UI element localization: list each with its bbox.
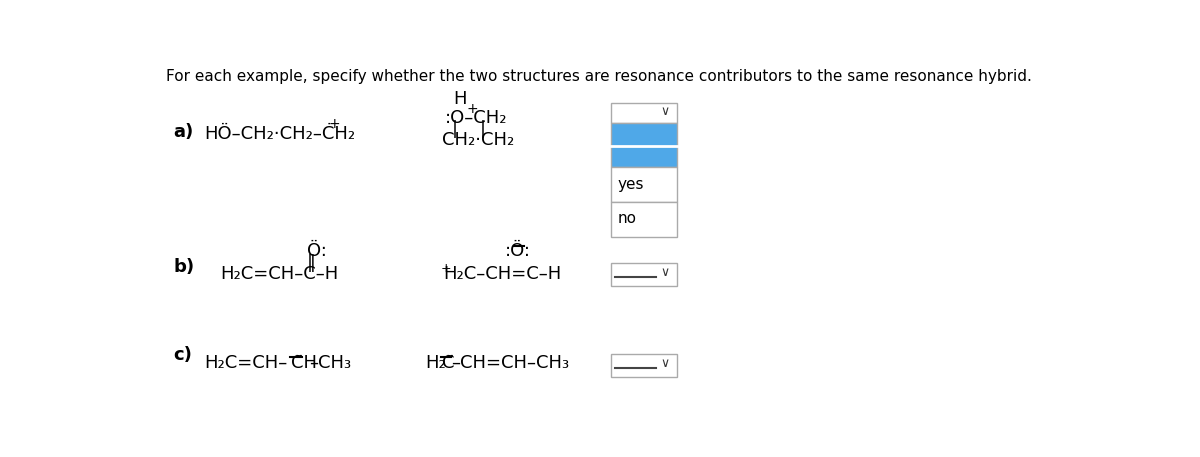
Text: –CH₃: –CH₃ (308, 354, 352, 372)
Text: H₂C=CH–: H₂C=CH– (204, 354, 288, 372)
Text: +: + (440, 261, 451, 275)
Text: |: | (451, 120, 457, 138)
Bar (611, 202, 677, 237)
Text: HÖ–CH₂·CH₂–ĊH₂: HÖ–CH₂·CH₂–ĊH₂ (204, 125, 355, 143)
Bar (611, 103, 677, 122)
Text: |: | (480, 120, 486, 138)
Text: C̈: C̈ (442, 354, 455, 372)
Text: ∨: ∨ (661, 266, 670, 279)
Text: no: no (617, 211, 636, 226)
Bar (611, 354, 677, 377)
Bar (611, 263, 677, 286)
Text: H: H (454, 90, 467, 108)
Text: –CH=CH–CH₃: –CH=CH–CH₃ (451, 354, 569, 372)
Text: ∨: ∨ (661, 105, 670, 117)
Text: H₂: H₂ (425, 354, 446, 372)
Text: +: + (329, 117, 340, 131)
Text: For each example, specify whether the two structures are resonance contributors : For each example, specify whether the tw… (166, 69, 1031, 84)
Text: :Ö:: :Ö: (505, 242, 532, 260)
Text: CH₂·CH₂: CH₂·CH₂ (442, 131, 515, 149)
Text: Ö:: Ö: (307, 242, 326, 260)
Text: yes: yes (617, 177, 644, 191)
Text: b): b) (173, 258, 194, 276)
Text: +: + (466, 102, 478, 116)
Text: ∨: ∨ (661, 357, 670, 370)
Text: c): c) (173, 346, 192, 364)
Text: a): a) (173, 123, 193, 141)
Text: :O–CH₂: :O–CH₂ (444, 109, 508, 127)
Text: H₂C=CH–C–H: H₂C=CH–C–H (220, 266, 338, 283)
Bar (611, 122, 677, 167)
Bar (611, 167, 677, 202)
Text: H₂C–CH=C–H: H₂C–CH=C–H (443, 266, 562, 283)
Text: ‖: ‖ (307, 254, 316, 272)
Text: C̈H: C̈H (292, 354, 317, 372)
